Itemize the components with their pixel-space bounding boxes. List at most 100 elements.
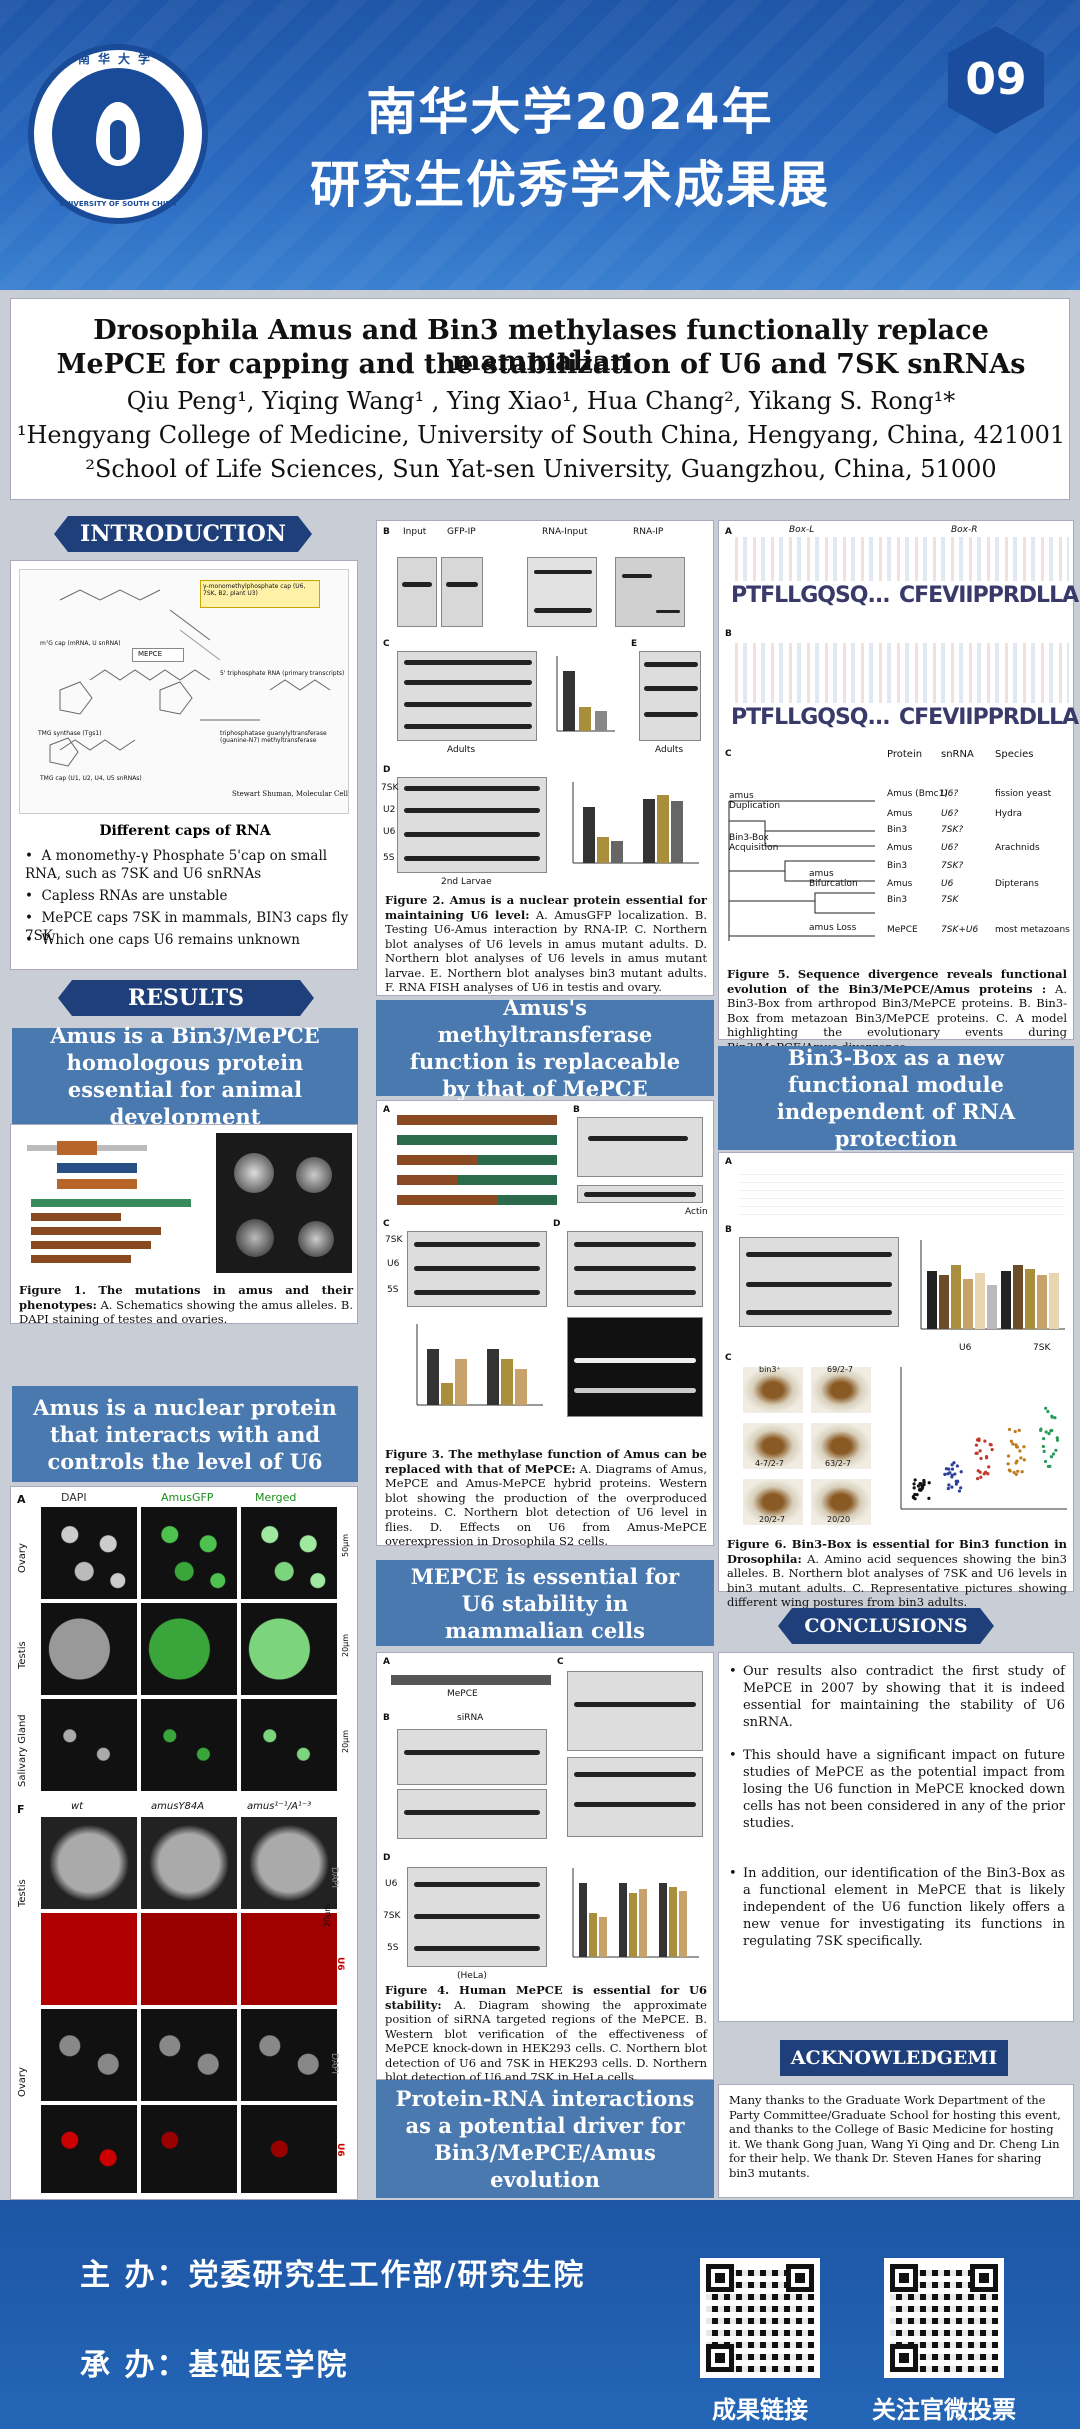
row-label: Ovary bbox=[17, 1543, 28, 1573]
scatter-point bbox=[913, 1492, 917, 1497]
col-label: wt bbox=[71, 1801, 84, 1812]
panel-letter: C bbox=[383, 1219, 390, 1229]
bar-chart-fig6 bbox=[920, 1240, 1065, 1330]
figure2-caption: Figure 2. Amus is a nuclear protein esse… bbox=[385, 893, 707, 994]
scatter-point bbox=[1042, 1437, 1046, 1441]
tree-row-cell: 7SK? bbox=[941, 825, 964, 835]
scatter-point bbox=[959, 1470, 963, 1474]
blot-label: GFP-IP bbox=[447, 527, 476, 537]
fly-image bbox=[743, 1423, 803, 1469]
blot-label: 2nd Larvae bbox=[441, 877, 492, 887]
scatter-point bbox=[988, 1442, 992, 1447]
conclusions-panel: • Our results also contradict the first s… bbox=[718, 1652, 1074, 2022]
side-label: U6 bbox=[335, 2143, 345, 2157]
col-label: AmusGFP bbox=[161, 1491, 214, 1504]
qr-code-vote[interactable] bbox=[884, 2258, 1004, 2378]
panel-letter: C bbox=[557, 1657, 564, 1667]
scatter-point bbox=[979, 1456, 983, 1461]
scatter-point bbox=[916, 1484, 920, 1488]
figure3-caption: Figure 3. The methylase function of Amus… bbox=[385, 1447, 707, 1548]
blot-label: 7SK bbox=[381, 783, 399, 793]
figure3-panel: A B Actin C 7SK U6 5S D Figure 3. The me… bbox=[376, 1100, 714, 1548]
scatter-point bbox=[1042, 1449, 1046, 1453]
figure2-microscopy-panel: A DAPI AmusGFP Merged Ovary Testis Saliv… bbox=[10, 1486, 358, 2200]
scale-label: 20μm bbox=[323, 1903, 332, 1927]
fig-citation: Stewart Shuman, Molecular Cell 2007 bbox=[232, 790, 349, 798]
scatter-point bbox=[955, 1464, 959, 1468]
scatter-point bbox=[912, 1486, 916, 1490]
row-label: Testis bbox=[17, 1879, 28, 1907]
scatter-point bbox=[984, 1470, 988, 1474]
scatter-point bbox=[976, 1477, 980, 1481]
col-label: DAPI bbox=[61, 1491, 87, 1504]
scatter-point bbox=[1008, 1469, 1012, 1473]
axis-label: 7SK bbox=[1033, 1343, 1051, 1353]
scatter-point bbox=[1006, 1462, 1010, 1466]
figure1-panel: Figure 1. The mutations in amus and thei… bbox=[10, 1124, 358, 1326]
badge-number: 09 bbox=[965, 54, 1027, 105]
figure2-blots-panel: B Input GFP-IP RNA-Input RNA-IP C E Adul… bbox=[376, 520, 714, 996]
scatter-point bbox=[955, 1479, 960, 1483]
fig-label: triphosphatase guanylyltransferase (guan… bbox=[220, 730, 327, 744]
tree-row-cell: Amus bbox=[887, 809, 913, 819]
affiliation-1: ¹Hengyang College of Medicine, Universit… bbox=[16, 421, 1066, 449]
blot-label: 5S bbox=[383, 853, 395, 863]
blot-label: 5S bbox=[387, 1285, 399, 1295]
bar-chart-larvae bbox=[572, 782, 699, 864]
fly-label: 20/2-7 bbox=[759, 1515, 785, 1524]
scatter-point bbox=[912, 1482, 916, 1486]
scale-label: 20μm bbox=[341, 1633, 350, 1657]
sequence-logo: CFEVIIPPRDLLAL... bbox=[899, 705, 1080, 730]
panel-letter: B bbox=[573, 1105, 580, 1115]
fig-label: m⁷G cap (mRNA, U snRNA) bbox=[40, 640, 121, 647]
blot-label: U6 bbox=[383, 827, 396, 837]
acknowledgement-tag: ACKNOWLEDGEMI bbox=[780, 2040, 1008, 2076]
sequence-logo: CFEVIIPPRDLLAL... bbox=[899, 583, 1080, 608]
qr-code-results[interactable] bbox=[700, 2258, 820, 2378]
paper-title-box: Drosophila Amus and Bin3 methylases func… bbox=[10, 298, 1070, 500]
rna-cap-structures bbox=[49, 589, 331, 767]
scatter-point bbox=[1020, 1470, 1024, 1474]
scatter-point bbox=[1022, 1458, 1026, 1462]
scatter-point bbox=[927, 1496, 931, 1500]
rna-caps-figure: γ-monomethylphosphate cap (U6, 7SK, B2, … bbox=[19, 569, 349, 814]
tree-node: Bin3-Box Acquisition bbox=[729, 833, 779, 853]
scatter-point bbox=[974, 1443, 979, 1447]
scatter-point bbox=[915, 1493, 919, 1497]
scatter-point bbox=[1039, 1428, 1043, 1432]
scatter-point bbox=[1012, 1470, 1016, 1475]
intro-bullet: • Capless RNAs are unstable bbox=[25, 888, 228, 904]
panel-letter: D bbox=[383, 765, 391, 775]
scatter-point bbox=[950, 1473, 954, 1477]
ovary-dapi bbox=[41, 1507, 137, 1599]
col-label: amusY84A bbox=[151, 1801, 205, 1812]
panel-letter: A bbox=[383, 1657, 390, 1667]
tree-row-cell: fission yeast bbox=[995, 789, 1052, 799]
figure5-caption: Figure 5. Sequence divergence reveals fu… bbox=[727, 967, 1067, 1054]
tree-node: amus Bifurcation bbox=[809, 869, 858, 889]
tree-row-cell: U6 bbox=[941, 879, 954, 889]
scatter-point bbox=[1044, 1406, 1048, 1410]
paper-title-line2: MePCE for capping and the stabilization … bbox=[56, 349, 1026, 380]
tree-row-cell: 7SK bbox=[941, 895, 959, 905]
scatter-point bbox=[959, 1486, 963, 1490]
scatter-point bbox=[977, 1437, 981, 1441]
scatter-point bbox=[913, 1478, 917, 1482]
conclusion-bullet: • This should have a significant impact o… bbox=[729, 1748, 1065, 1831]
box-label: Box-L bbox=[789, 525, 815, 535]
tree-row-cell: Bin3 bbox=[887, 861, 908, 871]
figure4-caption: Figure 4. Human MePCE is essential for U… bbox=[385, 1983, 707, 2084]
blot-label: 7SK bbox=[383, 1911, 401, 1921]
tree-row-cell: U6? bbox=[941, 809, 959, 819]
fig-label: γ-monomethylphosphate cap (U6, 7SK, B2, … bbox=[203, 583, 306, 597]
scatter-point bbox=[979, 1475, 983, 1479]
tree-header: Protein bbox=[887, 749, 923, 760]
blot-label: 7SK bbox=[385, 1235, 403, 1245]
scale-label: 20μm bbox=[341, 1729, 350, 1753]
blot-label: 5S bbox=[387, 1943, 399, 1953]
scatter-point bbox=[950, 1485, 954, 1489]
panel-letter: D bbox=[553, 1219, 561, 1229]
fly-label: 63/2-7 bbox=[825, 1459, 851, 1468]
scatter-point bbox=[911, 1495, 916, 1500]
figure1-schematic bbox=[17, 1133, 207, 1273]
